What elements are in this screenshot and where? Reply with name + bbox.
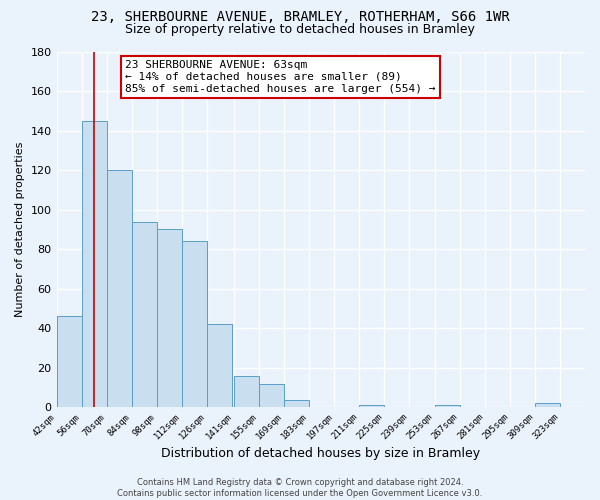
Bar <box>359 406 385 407</box>
Text: Size of property relative to detached houses in Bramley: Size of property relative to detached ho… <box>125 22 475 36</box>
Bar <box>434 406 460 407</box>
Text: Contains HM Land Registry data © Crown copyright and database right 2024.
Contai: Contains HM Land Registry data © Crown c… <box>118 478 482 498</box>
Bar <box>182 242 207 408</box>
X-axis label: Distribution of detached houses by size in Bramley: Distribution of detached houses by size … <box>161 447 481 460</box>
Bar <box>259 384 284 407</box>
Bar <box>535 404 560 407</box>
Text: 23 SHERBOURNE AVENUE: 63sqm
← 14% of detached houses are smaller (89)
85% of sem: 23 SHERBOURNE AVENUE: 63sqm ← 14% of det… <box>125 60 436 94</box>
Bar <box>284 400 309 407</box>
Bar <box>82 120 107 408</box>
Y-axis label: Number of detached properties: Number of detached properties <box>15 142 25 317</box>
Bar <box>157 230 182 408</box>
Text: 23, SHERBOURNE AVENUE, BRAMLEY, ROTHERHAM, S66 1WR: 23, SHERBOURNE AVENUE, BRAMLEY, ROTHERHA… <box>91 10 509 24</box>
Bar <box>107 170 132 408</box>
Bar <box>207 324 232 407</box>
Bar <box>234 376 259 408</box>
Bar <box>56 316 82 408</box>
Bar <box>132 222 157 408</box>
